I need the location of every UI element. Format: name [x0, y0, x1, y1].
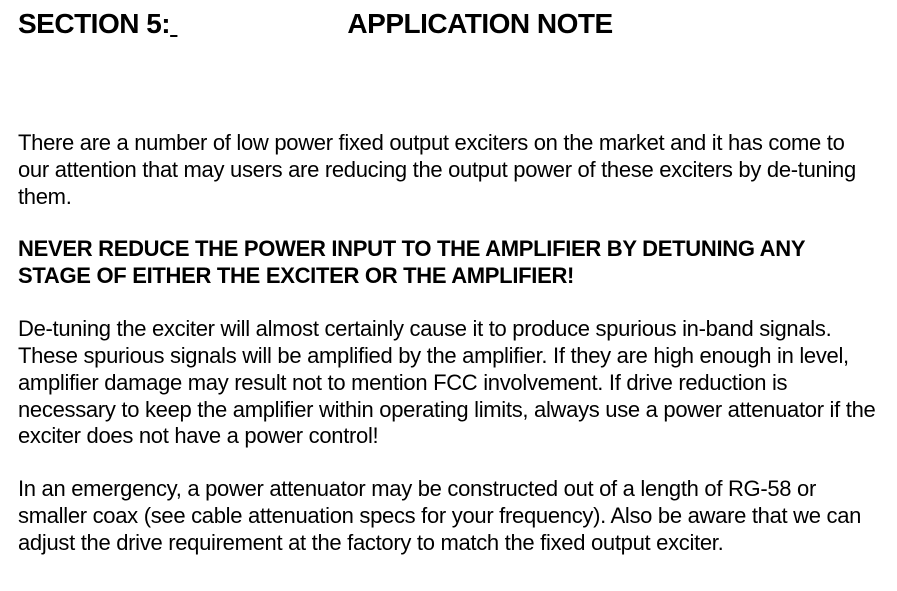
section-note-label: APPLICATION NOTE: [347, 8, 612, 40]
warning-paragraph: NEVER REDUCE THE POWER INPUT TO THE AMPL…: [18, 236, 879, 290]
intro-paragraph: There are a number of low power fixed ou…: [18, 130, 879, 210]
section-heading: SECTION 5: APPLICATION NOTE: [18, 8, 879, 40]
emergency-paragraph: In an emergency, a power attenuator may …: [18, 476, 879, 556]
section-number-label: SECTION 5:: [18, 8, 170, 40]
explanation-paragraph: De-tuning the exciter will almost certai…: [18, 316, 879, 450]
